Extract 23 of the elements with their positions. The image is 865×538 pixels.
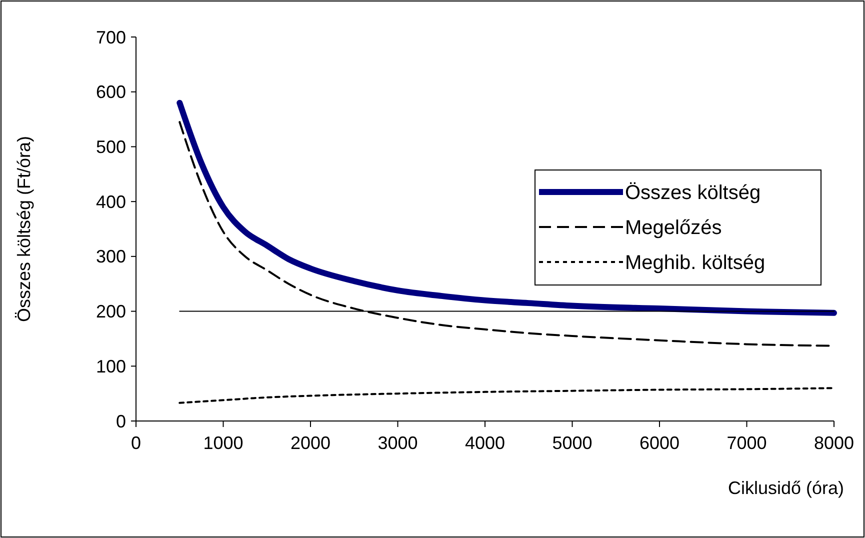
x-tick-label: 5000	[552, 433, 592, 453]
line-series	[178, 387, 835, 404]
y-axis-title: Összes költség (Ft/óra)	[14, 136, 34, 322]
y-tick-label: 300	[96, 246, 126, 267]
y-tick-label: 500	[96, 137, 126, 158]
legend-label: Megelőzés	[625, 217, 722, 239]
legend-label: Összes költség	[625, 182, 761, 204]
y-tick-label: 200	[96, 302, 126, 322]
x-tick-label: 7000	[726, 433, 767, 453]
x-tick-label: 1000	[203, 433, 244, 453]
y-tick-label: 700	[96, 27, 126, 48]
x-tick-label: 6000	[639, 433, 680, 453]
x-tick-label: 0	[130, 433, 142, 453]
y-tick-label: 600	[96, 82, 126, 102]
legend-label: Meghib. költség	[625, 252, 766, 274]
x-tick-label: 2000	[290, 433, 331, 453]
x-tick-label: 8000	[814, 433, 854, 453]
x-axis-title: Ciklusidő (óra)	[728, 478, 844, 498]
x-tick-label: 3000	[378, 433, 418, 453]
x-tick-label: 4000	[464, 433, 506, 453]
y-tick-label: 100	[96, 356, 126, 376]
y-tick-label: 400	[96, 192, 126, 212]
y-tick-label: 0	[116, 411, 126, 432]
